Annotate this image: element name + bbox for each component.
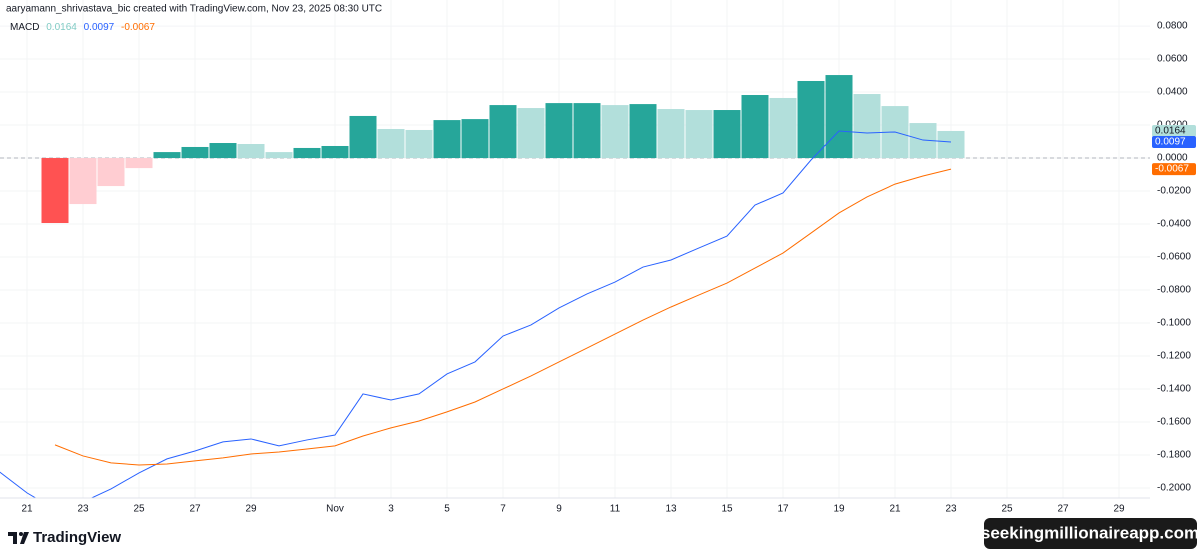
histogram-bar [741, 95, 769, 159]
y-tick-label: -0.0600 [1157, 252, 1191, 263]
histogram-bar [657, 109, 685, 159]
brand-logo: TradingView [8, 529, 121, 546]
y-tick-label: -0.1600 [1157, 417, 1191, 428]
x-tick-label: 21 [21, 504, 33, 515]
x-tick-label: Nov [326, 504, 344, 515]
y-tick-label: 0.0800 [1157, 21, 1188, 32]
x-tick-label: 29 [1113, 504, 1125, 515]
last-value-label: 0.0097 [1155, 137, 1186, 148]
histogram-bar [573, 103, 601, 159]
x-tick-label: 29 [245, 504, 257, 515]
x-tick-label: 27 [189, 504, 201, 515]
histogram-bar [209, 143, 237, 159]
x-tick-label: 27 [1057, 504, 1069, 515]
x-tick-label: 23 [77, 504, 89, 515]
legend: MACD 0.0164 0.0097 -0.0067 [10, 22, 155, 33]
histogram-bar [41, 158, 69, 224]
last-value-badge [1152, 163, 1196, 176]
histogram-bar [769, 97, 797, 159]
y-tick-label: -0.1800 [1157, 450, 1191, 461]
last-value-badge [1152, 124, 1196, 137]
histogram-bar [545, 103, 573, 159]
x-tick-label: 11 [610, 504, 621, 515]
x-tick-label: 3 [388, 504, 394, 515]
x-tick-label: 13 [665, 504, 677, 515]
x-tick-label: 9 [556, 504, 562, 515]
histogram-bar [517, 108, 545, 159]
plot-area [0, 75, 965, 498]
x-tick-label: 25 [1001, 504, 1013, 515]
legend-indicator: MACD [10, 22, 39, 33]
histogram-bar [825, 75, 853, 159]
x-tick-label: 5 [444, 504, 450, 515]
x-tick-label: 23 [945, 504, 957, 515]
y-tick-label: -0.0800 [1157, 285, 1191, 296]
last-value-label: -0.0067 [1155, 164, 1189, 175]
x-tick-label: 19 [833, 504, 845, 515]
grid [0, 0, 1150, 498]
last-value-badge [1152, 136, 1196, 149]
histogram-bar [405, 129, 433, 159]
x-tick-label: 21 [889, 504, 901, 515]
histogram-bar [377, 128, 405, 159]
x-tick-label: 17 [777, 504, 789, 515]
histogram-bar [601, 105, 629, 159]
line [54, 168, 952, 466]
legend-value: 0.0097 [84, 22, 115, 33]
y-tick-label: -0.2000 [1157, 483, 1191, 494]
histogram-bar [853, 94, 881, 159]
histogram-bar [629, 104, 657, 159]
histogram-bar [685, 110, 713, 159]
chart-title: aaryamann_shrivastava_bic created with T… [6, 4, 382, 15]
histogram-bar [489, 105, 517, 159]
x-tick-label: 15 [721, 504, 733, 515]
line [0, 130, 952, 498]
histogram-bar [797, 80, 825, 159]
last-value-label: 0.0164 [1155, 126, 1186, 137]
brand: TradingView [33, 529, 121, 546]
histogram-bar [237, 144, 265, 159]
y-tick-label: 0.0600 [1157, 54, 1188, 65]
histogram-bar [937, 130, 965, 159]
histogram-bar [293, 147, 321, 159]
histogram-bar [125, 158, 153, 169]
histogram-bar [181, 146, 209, 159]
y-tick-label: -0.0200 [1157, 186, 1191, 197]
histogram-bar [321, 145, 349, 159]
x-tick-label: 25 [133, 504, 145, 515]
histogram-bar [461, 119, 489, 159]
histogram-bar [97, 158, 125, 187]
y-tick-label: 0.0000 [1157, 153, 1188, 164]
histogram-bar [433, 120, 461, 159]
y-tick-label: -0.1400 [1157, 384, 1191, 395]
histogram-bar [69, 158, 97, 205]
x-tick-label: 7 [500, 504, 506, 515]
histogram-bar [713, 110, 741, 159]
watermark-box [984, 518, 1197, 549]
legend-value: 0.0164 [46, 22, 77, 33]
y-tick-label: 0.0400 [1157, 87, 1188, 98]
y-tick-label: -0.0400 [1157, 219, 1191, 230]
histogram-bar [153, 152, 181, 159]
y-tick-label: -0.1200 [1157, 351, 1191, 362]
legend-value: -0.0067 [121, 22, 155, 33]
axes: 0.08000.06000.04000.02000.0000-0.0200-0.… [0, 21, 1196, 515]
watermark: seekingmillionaireapp.com [981, 523, 1199, 542]
histogram-bar [349, 115, 377, 159]
histogram-bar [265, 152, 293, 159]
y-tick-label: -0.1000 [1157, 318, 1191, 329]
